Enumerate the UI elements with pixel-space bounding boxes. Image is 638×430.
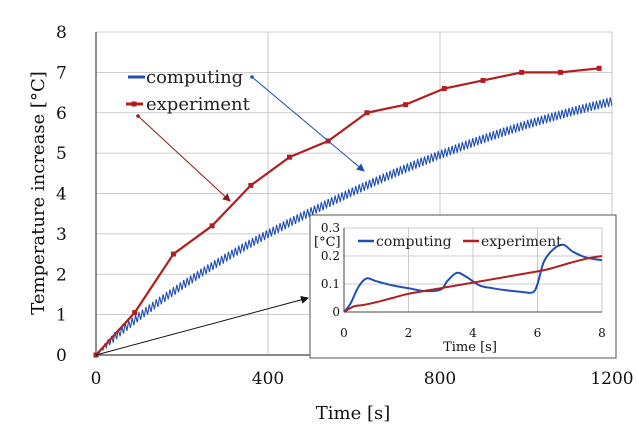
experiment-point	[557, 69, 563, 75]
inset-x-tick-labels: 0 2 4 6 8	[340, 326, 606, 340]
inset-x-axis-title: Time [s]	[443, 340, 497, 355]
experiment-point	[248, 182, 254, 188]
main-x-tick-label: 800	[424, 369, 456, 389]
main-legend: computing experiment	[126, 67, 251, 115]
experiment-annotation-arrow	[137, 115, 231, 202]
main-y-tick-label: 4	[56, 185, 67, 205]
experiment-arrow-tail-dot	[136, 114, 140, 118]
experiment-point	[480, 77, 486, 83]
main-x-tick-label: 400	[252, 369, 284, 389]
legend-label-experiment: experiment	[146, 94, 251, 115]
inset-legend-label-computing: computing	[376, 234, 452, 250]
inset-series-line-experiment	[343, 255, 603, 313]
experiment-point	[170, 251, 176, 257]
series-line-computing	[95, 97, 613, 356]
inset-x-tick-label: 6	[534, 326, 542, 340]
main-y-tick-label: 2	[56, 265, 67, 285]
legend-label-computing: computing	[146, 67, 243, 88]
inset-y-tick-label: 0	[332, 305, 340, 319]
experiment-point	[209, 223, 215, 229]
experiment-point	[132, 310, 138, 316]
main-x-axis-title: Time [s]	[316, 403, 391, 424]
main-y-tick-label: 7	[56, 63, 67, 83]
inset-legend-label-experiment: experiment	[481, 234, 562, 250]
inset-x-tick-label: 2	[405, 326, 413, 340]
inset-series-group	[343, 243, 603, 313]
main-x-tick-label: 1200	[590, 369, 633, 389]
inset-y-tick-label: 0.3	[321, 221, 340, 235]
legend-marker-experiment	[131, 101, 137, 107]
inset-y-tick-labels: 0 0.1 0.2 0.3	[321, 221, 340, 319]
main-y-tick-label: 3	[56, 225, 67, 245]
main-x-tick-labels: 0 400 800 1200	[91, 369, 634, 389]
inset-y-tick-label: 0.2	[321, 249, 340, 263]
inset-series-line-computing	[343, 243, 603, 313]
main-y-tick-label: 5	[56, 144, 67, 164]
experiment-point	[519, 69, 525, 75]
inset-background	[309, 214, 617, 359]
main-y-tick-label: 0	[56, 346, 67, 366]
main-y-tick-label: 1	[56, 306, 67, 326]
computing-arrow-tail-dot	[250, 75, 254, 79]
inset-y-tick-label: 0.1	[321, 277, 340, 291]
computing-annotation-arrow	[251, 76, 365, 172]
experiment-point	[403, 102, 409, 108]
inset-x-tick-label: 4	[469, 326, 477, 340]
main-series-group	[93, 65, 613, 358]
main-y-tick-label: 8	[56, 23, 67, 43]
inset-legend: computing experiment	[358, 234, 562, 250]
series-line-experiment	[95, 67, 600, 356]
inset-chart: 0 0.1 0.2 0.3 0 2 4 6 8 [°C] Time [s] computing…	[309, 214, 617, 359]
experiment-point	[596, 65, 602, 71]
inset-x-tick-label: 8	[598, 326, 606, 340]
main-x-tick-label: 0	[91, 369, 102, 389]
main-y-axis-title: Temperature increase [°C]	[28, 71, 49, 315]
experiment-point	[441, 86, 447, 92]
main-y-tick-label: 6	[56, 104, 67, 124]
inset-y-unit: [°C]	[314, 235, 341, 250]
inset-zoom-arrow	[95, 295, 309, 356]
main-y-tick-labels: 0 1 2 3 4 5 6 7 8	[56, 23, 67, 366]
experiment-point	[364, 110, 370, 116]
inset-x-tick-label: 0	[340, 326, 348, 340]
experiment-point	[287, 154, 292, 160]
